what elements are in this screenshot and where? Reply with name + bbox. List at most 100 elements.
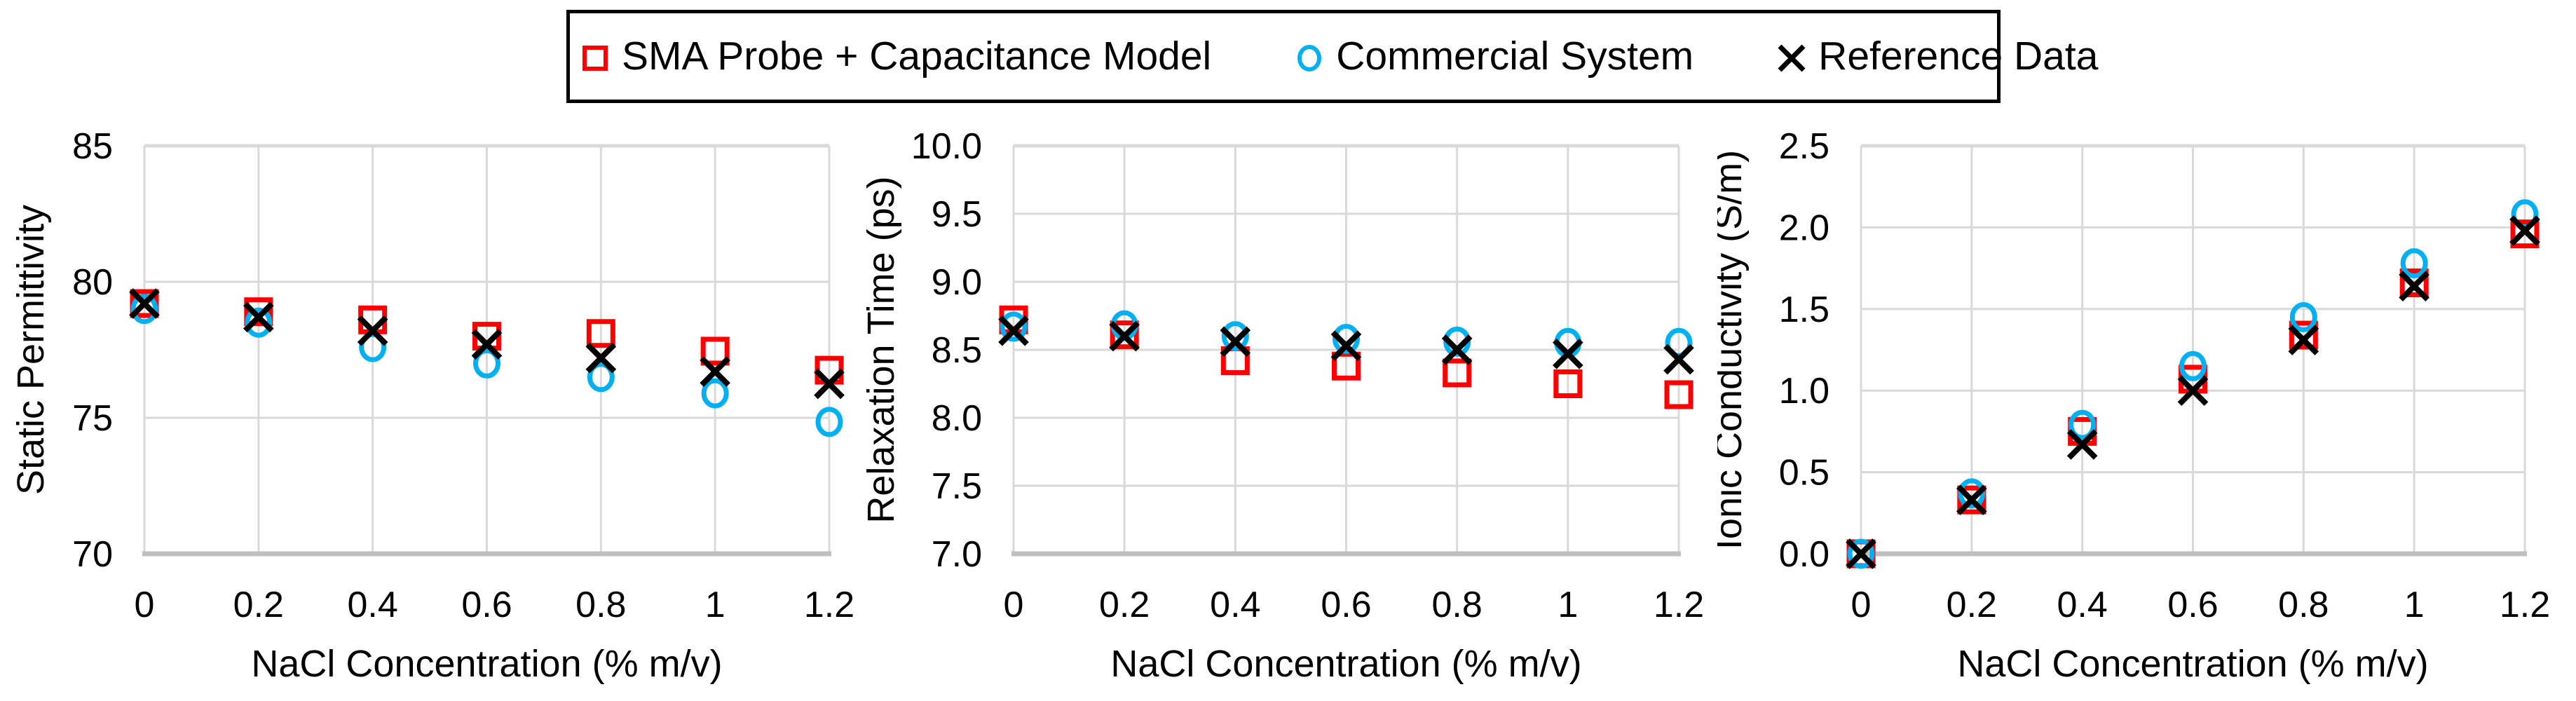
x-tick-label: 0.4 [2057, 585, 2108, 625]
legend-label: Reference Data [1818, 34, 2099, 79]
data-point-x [1956, 484, 1987, 516]
square-glyph [582, 45, 608, 71]
data-point-x [1846, 538, 1876, 569]
static-permittivity-panel: 85 80 75 70 0 0.2 0.4 0.6 0.8 1 1.2 NaCl Concentrat… [0, 98, 859, 701]
data-point-square [1664, 380, 1694, 409]
data-point-x [1553, 338, 1583, 369]
data-point-circle [2289, 301, 2317, 332]
data-point-x [2177, 375, 2209, 407]
data-point-circle [2069, 409, 2097, 440]
data-point-square [1110, 320, 1139, 350]
y-tick-label: 80 [72, 262, 113, 303]
legend-item-reference-data: Reference Data [1775, 36, 2098, 76]
data-point-x [2509, 215, 2540, 246]
red-square-marker-icon [578, 40, 612, 74]
data-point-square [1443, 358, 1472, 388]
data-point-x [2399, 271, 2430, 302]
y-axis-title: Ionic Conductivity (S/m) [1717, 150, 1750, 550]
y-tick-label: 1.0 [1779, 371, 1829, 411]
x-tick-label: 1 [2404, 585, 2425, 625]
black-x-marker-icon [1775, 40, 1808, 74]
data-point-circle [815, 407, 843, 437]
data-point-circle [2400, 248, 2428, 279]
data-point-x [2066, 429, 2098, 460]
x-axis-title: NaCl Concentration (% m/v) [251, 643, 722, 685]
x-tick-label: 0.8 [1432, 585, 1483, 625]
x-tick-label: 1.2 [1654, 585, 1704, 625]
data-point-circle [2179, 350, 2207, 381]
data-point-square [700, 336, 730, 366]
data-point-x [585, 342, 617, 374]
legend-label: SMA Probe + Capacitance Model [622, 34, 1212, 79]
data-point-circle [473, 348, 500, 379]
data-point-x [471, 329, 503, 360]
x-tick-label: 1.2 [2500, 585, 2550, 625]
chart-legend: SMA Probe + Capacitance Model Commercial… [566, 10, 2098, 103]
y-tick-label: 8.0 [932, 398, 982, 439]
data-point-circle [1000, 311, 1028, 342]
data-point-x [357, 315, 388, 346]
x-axis-title: NaCl Concentration (% m/v) [1110, 643, 1581, 685]
data-point-square [1332, 351, 1361, 381]
data-point-x [2288, 325, 2319, 355]
x-tick-label: 0.6 [461, 585, 512, 625]
x-tick-label: 0.8 [2278, 585, 2329, 625]
data-point-x [243, 301, 274, 333]
x-glyph [1778, 44, 1806, 72]
data-point-square [1553, 369, 1583, 398]
x-axis-title: NaCl Concentration (% m/v) [1957, 643, 2428, 685]
y-tick-label: 8.5 [932, 330, 982, 371]
data-point-x [1220, 326, 1251, 358]
legend-marker-shape [1297, 44, 1322, 72]
y-axis-title: Static Permittivity [10, 205, 52, 495]
data-point-circle [1221, 321, 1249, 352]
x-tick-label: 0 [1851, 585, 1872, 625]
x-tick-label: 0.2 [1099, 585, 1150, 625]
y-tick-label: 10.0 [911, 126, 982, 167]
y-tick-label: 70 [72, 534, 113, 575]
relaxation-time-panel: 10.0 9.5 9.0 8.5 8.0 7.5 7.0 0 0.2 0.4 0.6 0.8 1 1.2 N… [859, 98, 1717, 701]
relaxation-time-chart: 10.0 9.5 9.0 8.5 8.0 7.5 7.0 0 0.2 0.4 0.6 0.8 1 1.2 N… [860, 126, 1704, 685]
x-tick-label: 0.6 [2167, 585, 2218, 625]
data-point-square [2510, 219, 2540, 249]
x-tick-label: 0.6 [1321, 585, 1371, 625]
data-point-circle [245, 307, 273, 338]
x-tick-label: 1.2 [804, 585, 854, 625]
x-tick-label: 1 [705, 585, 725, 625]
y-tick-label: 2.5 [1779, 126, 1829, 167]
data-point-circle [1958, 478, 1986, 509]
legend-item-sma-probe: SMA Probe + Capacitance Model [578, 36, 1211, 76]
data-point-x [1330, 330, 1362, 362]
data-point-circle [587, 362, 615, 393]
x-tick-label: 0.8 [575, 585, 626, 625]
y-tick-label: 0.5 [1779, 453, 1829, 494]
y-tick-label: 75 [72, 398, 113, 439]
x-tick-label: 0 [1004, 585, 1024, 625]
circle-glyph [1297, 44, 1322, 72]
y-axis-title: Relaxation Time (ps) [860, 176, 902, 523]
data-point-x [814, 368, 845, 400]
blue-circle-marker-icon [1293, 40, 1326, 74]
data-point-x [1663, 343, 1694, 375]
y-tick-label: 1.5 [1779, 290, 1829, 330]
legend-item-commercial-system: Commercial System [1293, 36, 1694, 76]
y-tick-label: 2.0 [1779, 207, 1829, 248]
y-tick-label: 85 [72, 126, 113, 167]
data-point-x [1441, 334, 1473, 365]
ionic-conductivity-panel: 2.5 2.0 1.5 1.0 0.5 0.0 0 0.2 0.4 0.6 0.8 1 1.2 NaCl … [1708, 98, 2576, 701]
x-tick-label: 1 [1558, 585, 1578, 625]
y-tick-label: 0.0 [1779, 534, 1829, 575]
data-point-square [244, 297, 273, 327]
data-point-square [2289, 320, 2318, 350]
legend-label: Commercial System [1336, 34, 1694, 79]
y-tick-label: 9.0 [932, 262, 982, 303]
data-point-x [129, 288, 160, 319]
x-tick-label: 0 [135, 585, 155, 625]
data-point-x [1109, 320, 1140, 352]
data-point-square [586, 319, 615, 348]
legend-marker-shape [1778, 44, 1806, 72]
y-tick-label: 9.5 [932, 194, 982, 235]
data-point-circle [1847, 538, 1875, 569]
x-tick-label: 0.2 [233, 585, 284, 625]
